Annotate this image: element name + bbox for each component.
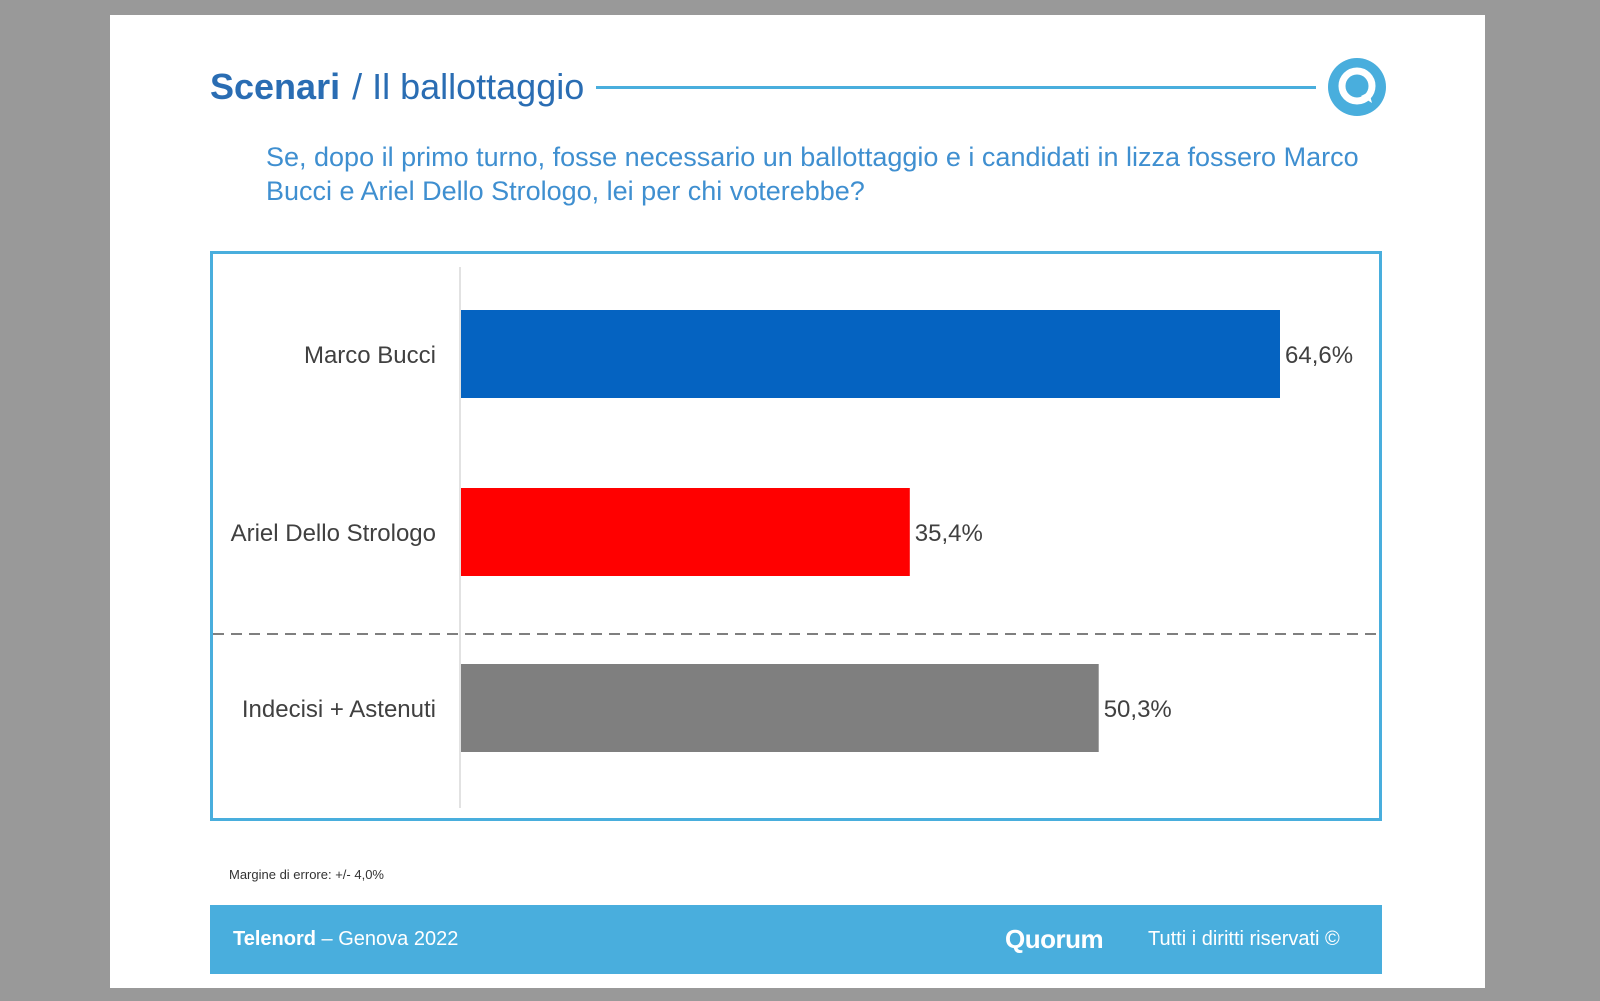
title-row: Scenari / Il ballottaggio xyxy=(210,63,1330,111)
footer-location: Genova 2022 xyxy=(338,928,459,950)
bar-2 xyxy=(461,488,910,576)
slide: Scenari / Il ballottaggio Se, dopo il pr… xyxy=(110,15,1485,988)
title-divider xyxy=(596,85,1316,89)
quorum-q-logo-icon xyxy=(1328,58,1386,116)
page-subtitle: / Il ballottaggio xyxy=(352,66,585,107)
value-label-3: 50,3% xyxy=(1104,696,1172,723)
footer-bar: Telenord – Genova 2022 Quorum Tutti i di… xyxy=(210,905,1382,974)
survey-question: Se, dopo il primo turno, fosse necessari… xyxy=(266,142,1359,206)
margin-of-error-note: Margine di errore: +/- 4,0% xyxy=(229,867,384,882)
category-label-1: Marco Bucci xyxy=(304,342,436,369)
footer-separator: – xyxy=(321,928,333,950)
bar-3 xyxy=(461,664,1099,752)
value-label-2: 35,4% xyxy=(915,520,983,547)
bar-1 xyxy=(461,310,1280,398)
footer-client-info: Telenord – Genova 2022 xyxy=(233,905,458,974)
footer-brand-logo: Quorum xyxy=(1005,924,1104,954)
category-label-2: Ariel Dello Strologo xyxy=(231,520,436,547)
footer-client: Telenord xyxy=(233,928,316,950)
value-label-1: 64,6% xyxy=(1285,342,1353,369)
page-title: Scenari xyxy=(210,66,341,107)
chart-container: Marco Bucci 64,6% Ariel Dello Strologo 35,4… xyxy=(210,251,1382,821)
category-label-3: Indecisi + Astenuti xyxy=(242,696,436,723)
bar-chart: Marco Bucci 64,6% Ariel Dello Strologo 35,4… xyxy=(213,267,1379,808)
footer-copyright: Tutti i diritti riservati © xyxy=(1148,928,1340,950)
